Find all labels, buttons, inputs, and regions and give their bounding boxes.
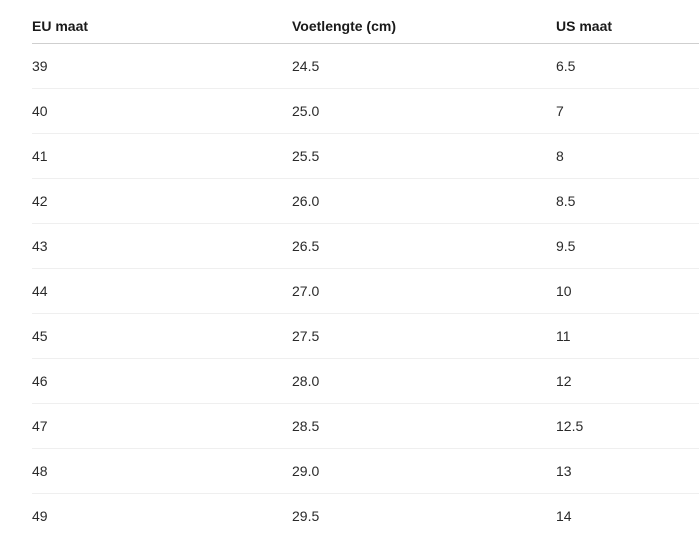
cell-foot-length: 25.0 xyxy=(292,88,556,134)
cell-eu-size: 42 xyxy=(32,178,292,224)
cell-eu-size: 39 xyxy=(32,43,292,89)
cell-us-size: 8 xyxy=(556,133,699,179)
header-foot-length: Voetlengte (cm) xyxy=(292,0,556,44)
cell-us-size: 14 xyxy=(556,507,572,524)
cell-foot-length: 29.0 xyxy=(292,448,556,494)
cell-us-size: 8.5 xyxy=(556,178,699,224)
cell-foot-length: 28.5 xyxy=(292,403,556,449)
cell-eu-size: 46 xyxy=(32,358,292,404)
cell-us-size: 9.5 xyxy=(556,223,699,269)
cell-us-size: 6.5 xyxy=(556,43,699,89)
table-body: 39 24.5 6.5 40 25.0 7 41 25.5 8 42 26.0 8.5 43 26.5 9.… xyxy=(32,43,699,538)
table-row: 46 28.0 12 xyxy=(32,358,699,404)
cell-foot-length: 27.5 xyxy=(292,313,556,359)
cell-us-size: 10 xyxy=(556,268,699,314)
table-row: 40 25.0 7 xyxy=(32,88,699,134)
header-us-size: US maat xyxy=(556,0,699,44)
table-row: 45 27.5 11 xyxy=(32,313,699,359)
cell-eu-size: 45 xyxy=(32,313,292,359)
cell-us-size: 13 xyxy=(556,448,699,494)
cell-foot-length: 29.5 xyxy=(292,507,320,524)
table-row: 44 27.0 10 xyxy=(32,268,699,314)
table-header-row: EU maat Voetlengte (cm) US maat xyxy=(32,0,699,44)
cell-foot-length: 24.5 xyxy=(292,43,556,89)
cell-us-size: 7 xyxy=(556,88,699,134)
shoe-size-table: EU maat Voetlengte (cm) US maat 39 24.5 6.… xyxy=(32,0,699,538)
cell-us-size: 12 xyxy=(556,358,699,404)
header-eu-size: EU maat xyxy=(32,0,292,44)
cell-eu-size: 49 xyxy=(32,507,48,524)
cell-us-size: 12.5 xyxy=(556,403,699,449)
cell-eu-size: 40 xyxy=(32,88,292,134)
cell-eu-size: 41 xyxy=(32,133,292,179)
table-row: 43 26.5 9.5 xyxy=(32,223,699,269)
cell-foot-length: 25.5 xyxy=(292,133,556,179)
table-row: 42 26.0 8.5 xyxy=(32,178,699,224)
cell-foot-length: 26.5 xyxy=(292,223,556,269)
table-row: 39 24.5 6.5 xyxy=(32,43,699,89)
cell-eu-size: 47 xyxy=(32,403,292,449)
cell-foot-length: 27.0 xyxy=(292,268,556,314)
cell-foot-length: 26.0 xyxy=(292,178,556,224)
cell-us-size: 11 xyxy=(556,313,699,359)
table-row: 41 25.5 8 xyxy=(32,133,699,179)
cell-eu-size: 44 xyxy=(32,268,292,314)
table-row: 49 29.5 14 xyxy=(32,493,699,538)
cell-foot-length: 28.0 xyxy=(292,358,556,404)
cell-eu-size: 43 xyxy=(32,223,292,269)
table-row: 48 29.0 13 xyxy=(32,448,699,494)
table-row: 47 28.5 12.5 xyxy=(32,403,699,449)
cell-eu-size: 48 xyxy=(32,448,292,494)
